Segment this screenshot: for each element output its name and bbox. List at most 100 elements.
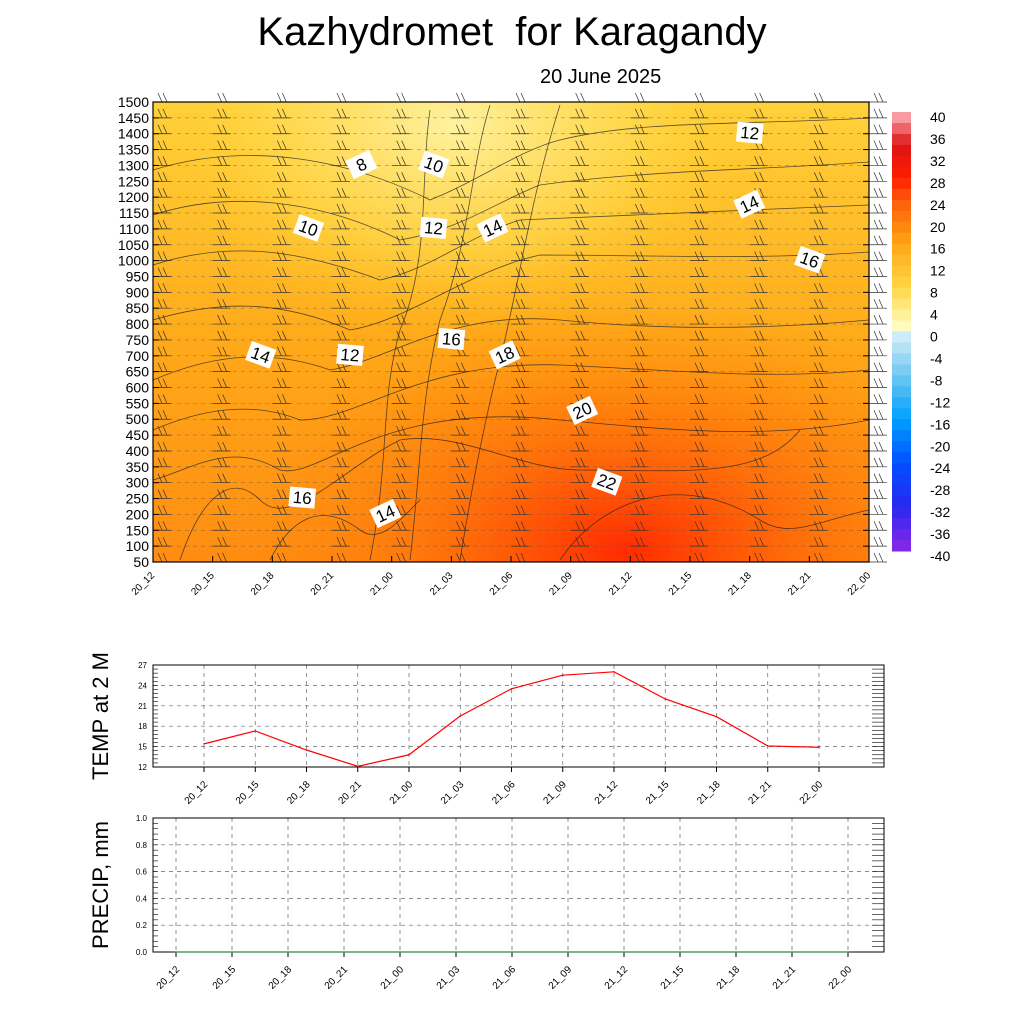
contour-line bbox=[152, 161, 870, 241]
wind-barb bbox=[869, 235, 887, 246]
wind-barb bbox=[212, 441, 231, 452]
colorbar-swatch bbox=[892, 364, 911, 376]
wind-barb bbox=[869, 251, 887, 261]
wind-barb bbox=[630, 156, 649, 166]
wind-barb bbox=[749, 346, 768, 357]
contour-label: 12 bbox=[336, 343, 364, 366]
x-tick-label: 21_03 bbox=[428, 570, 456, 598]
wind-barb bbox=[869, 457, 887, 468]
wind-barb bbox=[570, 124, 589, 135]
wind-barb bbox=[809, 219, 828, 230]
wind-barb bbox=[511, 441, 529, 452]
wind-barb bbox=[749, 489, 768, 499]
wind-barb bbox=[511, 521, 529, 531]
colorbar-swatch bbox=[892, 188, 911, 201]
wind-barb bbox=[809, 283, 828, 293]
wind-barb bbox=[391, 410, 410, 420]
wind-barb bbox=[809, 473, 828, 484]
wind-barb bbox=[570, 346, 589, 357]
contour-label-bg bbox=[488, 340, 521, 370]
wind-barb bbox=[690, 267, 708, 277]
wind-barb bbox=[570, 330, 589, 341]
y-tick-label: 350 bbox=[126, 459, 150, 475]
contour-label-bg bbox=[288, 486, 317, 509]
x-tick-label: 20_15 bbox=[234, 779, 262, 807]
wind-barb bbox=[570, 219, 589, 230]
contour-label: 16 bbox=[288, 486, 317, 509]
colorbar-swatch bbox=[892, 397, 911, 409]
x-tick-label: 21_06 bbox=[488, 570, 516, 598]
wind-barb bbox=[272, 521, 291, 531]
wind-barb bbox=[630, 410, 649, 420]
precip-panel: 0.0 0.2 0.4 0.6 0.8 1.0 20_12 20_15 20_18 20_21 21… bbox=[88, 814, 885, 992]
wind-barb bbox=[212, 219, 231, 230]
wind-barb bbox=[809, 203, 828, 214]
wind-barb bbox=[869, 188, 887, 198]
contour-label-bg bbox=[733, 189, 766, 219]
colorbar-label: 32 bbox=[930, 153, 946, 169]
contour-label-text: 16 bbox=[441, 329, 462, 350]
data-point bbox=[343, 951, 345, 953]
wind-barb bbox=[570, 378, 589, 388]
wind-barb bbox=[749, 299, 768, 309]
colorbar-swatch bbox=[892, 320, 911, 332]
wind-barb bbox=[332, 457, 350, 468]
wind-barb bbox=[630, 505, 649, 515]
y-tick-label: 27 bbox=[138, 661, 147, 670]
wind-barb bbox=[869, 441, 887, 452]
y-axis-label: PRECIP, mm bbox=[88, 821, 113, 949]
contour-label-bg bbox=[591, 467, 623, 496]
colorbar-label: 20 bbox=[930, 219, 946, 235]
y-tick-label: 1150 bbox=[119, 205, 149, 221]
wind-barb bbox=[511, 140, 529, 150]
wind-barb bbox=[391, 378, 410, 388]
data-point bbox=[459, 715, 462, 717]
contour-label-bg bbox=[794, 245, 826, 274]
wind-barb bbox=[212, 251, 231, 261]
data-point bbox=[791, 951, 793, 953]
wind-barb bbox=[869, 362, 887, 373]
wind-barb bbox=[212, 283, 231, 293]
wind-barb bbox=[212, 346, 231, 357]
y-tick-label: 100 bbox=[126, 538, 150, 554]
colorbar-label: -40 bbox=[930, 548, 950, 564]
wind-barb bbox=[630, 536, 649, 547]
wind-barb bbox=[570, 362, 589, 373]
wind-barb bbox=[570, 536, 589, 547]
colorbar-swatch bbox=[892, 463, 911, 475]
data-point bbox=[847, 951, 849, 953]
colorbar-swatch bbox=[892, 221, 911, 234]
temp-2m-panel: 12 15 18 21 24 27 20_12 20_15 20_18 20_21 21_00 21_… bbox=[88, 652, 885, 807]
wind-barb bbox=[570, 92, 589, 103]
y-tick-label: 1450 bbox=[118, 110, 149, 126]
x-tick-label: 21_06 bbox=[490, 779, 518, 807]
contour-label-bg bbox=[245, 341, 277, 369]
wind-barb bbox=[690, 124, 708, 135]
x-tick-label: 21_12 bbox=[603, 964, 631, 992]
wind-barb bbox=[630, 140, 649, 150]
data-point bbox=[567, 951, 569, 953]
wind-barb bbox=[212, 140, 231, 150]
wind-barb bbox=[749, 378, 768, 388]
wind-barb bbox=[332, 108, 350, 119]
wind-barb bbox=[690, 299, 708, 309]
contour-label-bg bbox=[476, 213, 509, 243]
wind-barb bbox=[869, 108, 887, 119]
y-tick-label: 850 bbox=[126, 300, 150, 316]
wind-barb bbox=[451, 425, 470, 436]
wind-barb bbox=[869, 330, 887, 341]
contour-line bbox=[269, 499, 421, 561]
chart-title: Kazhydromet for Karagandy bbox=[257, 10, 767, 54]
wind-barb bbox=[809, 362, 828, 373]
wind-barb bbox=[630, 188, 649, 198]
wind-barb bbox=[570, 283, 589, 293]
y-tick-label: 0.2 bbox=[136, 921, 148, 930]
wind-barb bbox=[212, 203, 231, 214]
wind-barb bbox=[630, 378, 649, 388]
x-tick-label: 20_21 bbox=[323, 964, 351, 992]
wind-barb bbox=[630, 314, 649, 325]
y-tick-label: 800 bbox=[126, 316, 150, 332]
data-point bbox=[766, 745, 769, 747]
x-tick-label: 21_09 bbox=[547, 570, 575, 598]
